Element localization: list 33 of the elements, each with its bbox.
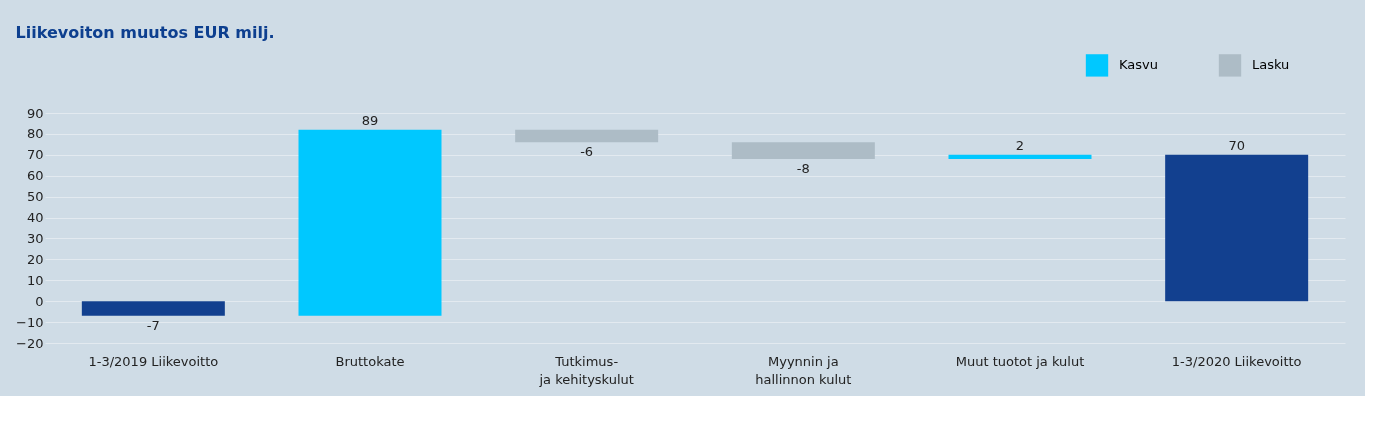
bar bbox=[948, 154, 1092, 159]
y-tick-label: 0 bbox=[35, 293, 44, 309]
chart-title: Liikevoiton muutos EUR milj. bbox=[15, 23, 275, 42]
data-label: 89 bbox=[361, 112, 379, 128]
y-tick-label: 90 bbox=[26, 105, 44, 121]
x-tick-label: Bruttokate bbox=[335, 353, 405, 369]
x-tick-label: Myynnin ja hallinnon kulut bbox=[755, 353, 852, 387]
legend-label: Kasvu bbox=[1119, 57, 1158, 73]
y-tick-label: 70 bbox=[26, 147, 44, 163]
y-tick-label: −20 bbox=[16, 335, 44, 351]
y-tick-label: 40 bbox=[26, 210, 44, 226]
bar bbox=[298, 129, 442, 316]
x-tick-label: Tutkimus- ja kehityskulut bbox=[538, 353, 634, 387]
data-label: -7 bbox=[146, 317, 160, 333]
data-label: 2 bbox=[1015, 137, 1025, 153]
bar bbox=[515, 129, 659, 143]
y-tick-label: −10 bbox=[16, 314, 44, 330]
y-tick-label: 50 bbox=[26, 189, 44, 205]
y-tick-label: 80 bbox=[26, 126, 44, 142]
bar bbox=[81, 301, 225, 316]
x-tick-label: Muut tuotot ja kulut bbox=[955, 353, 1085, 369]
data-label: -6 bbox=[580, 144, 594, 160]
y-tick-label: 60 bbox=[26, 168, 44, 184]
legend-label: Lasku bbox=[1252, 57, 1290, 73]
data-label: -8 bbox=[796, 161, 810, 176]
x-tick-label: 1-3/2019 Liikevoitto bbox=[88, 353, 219, 369]
y-tick-label: 30 bbox=[26, 230, 44, 246]
bar bbox=[731, 142, 875, 159]
y-tick-label: 10 bbox=[26, 272, 44, 288]
data-label: 70 bbox=[1228, 137, 1245, 153]
x-tick-label: 1-3/2020 Liikevoitto bbox=[1171, 353, 1302, 369]
y-tick-label: 20 bbox=[26, 251, 44, 267]
bar bbox=[1165, 154, 1309, 302]
